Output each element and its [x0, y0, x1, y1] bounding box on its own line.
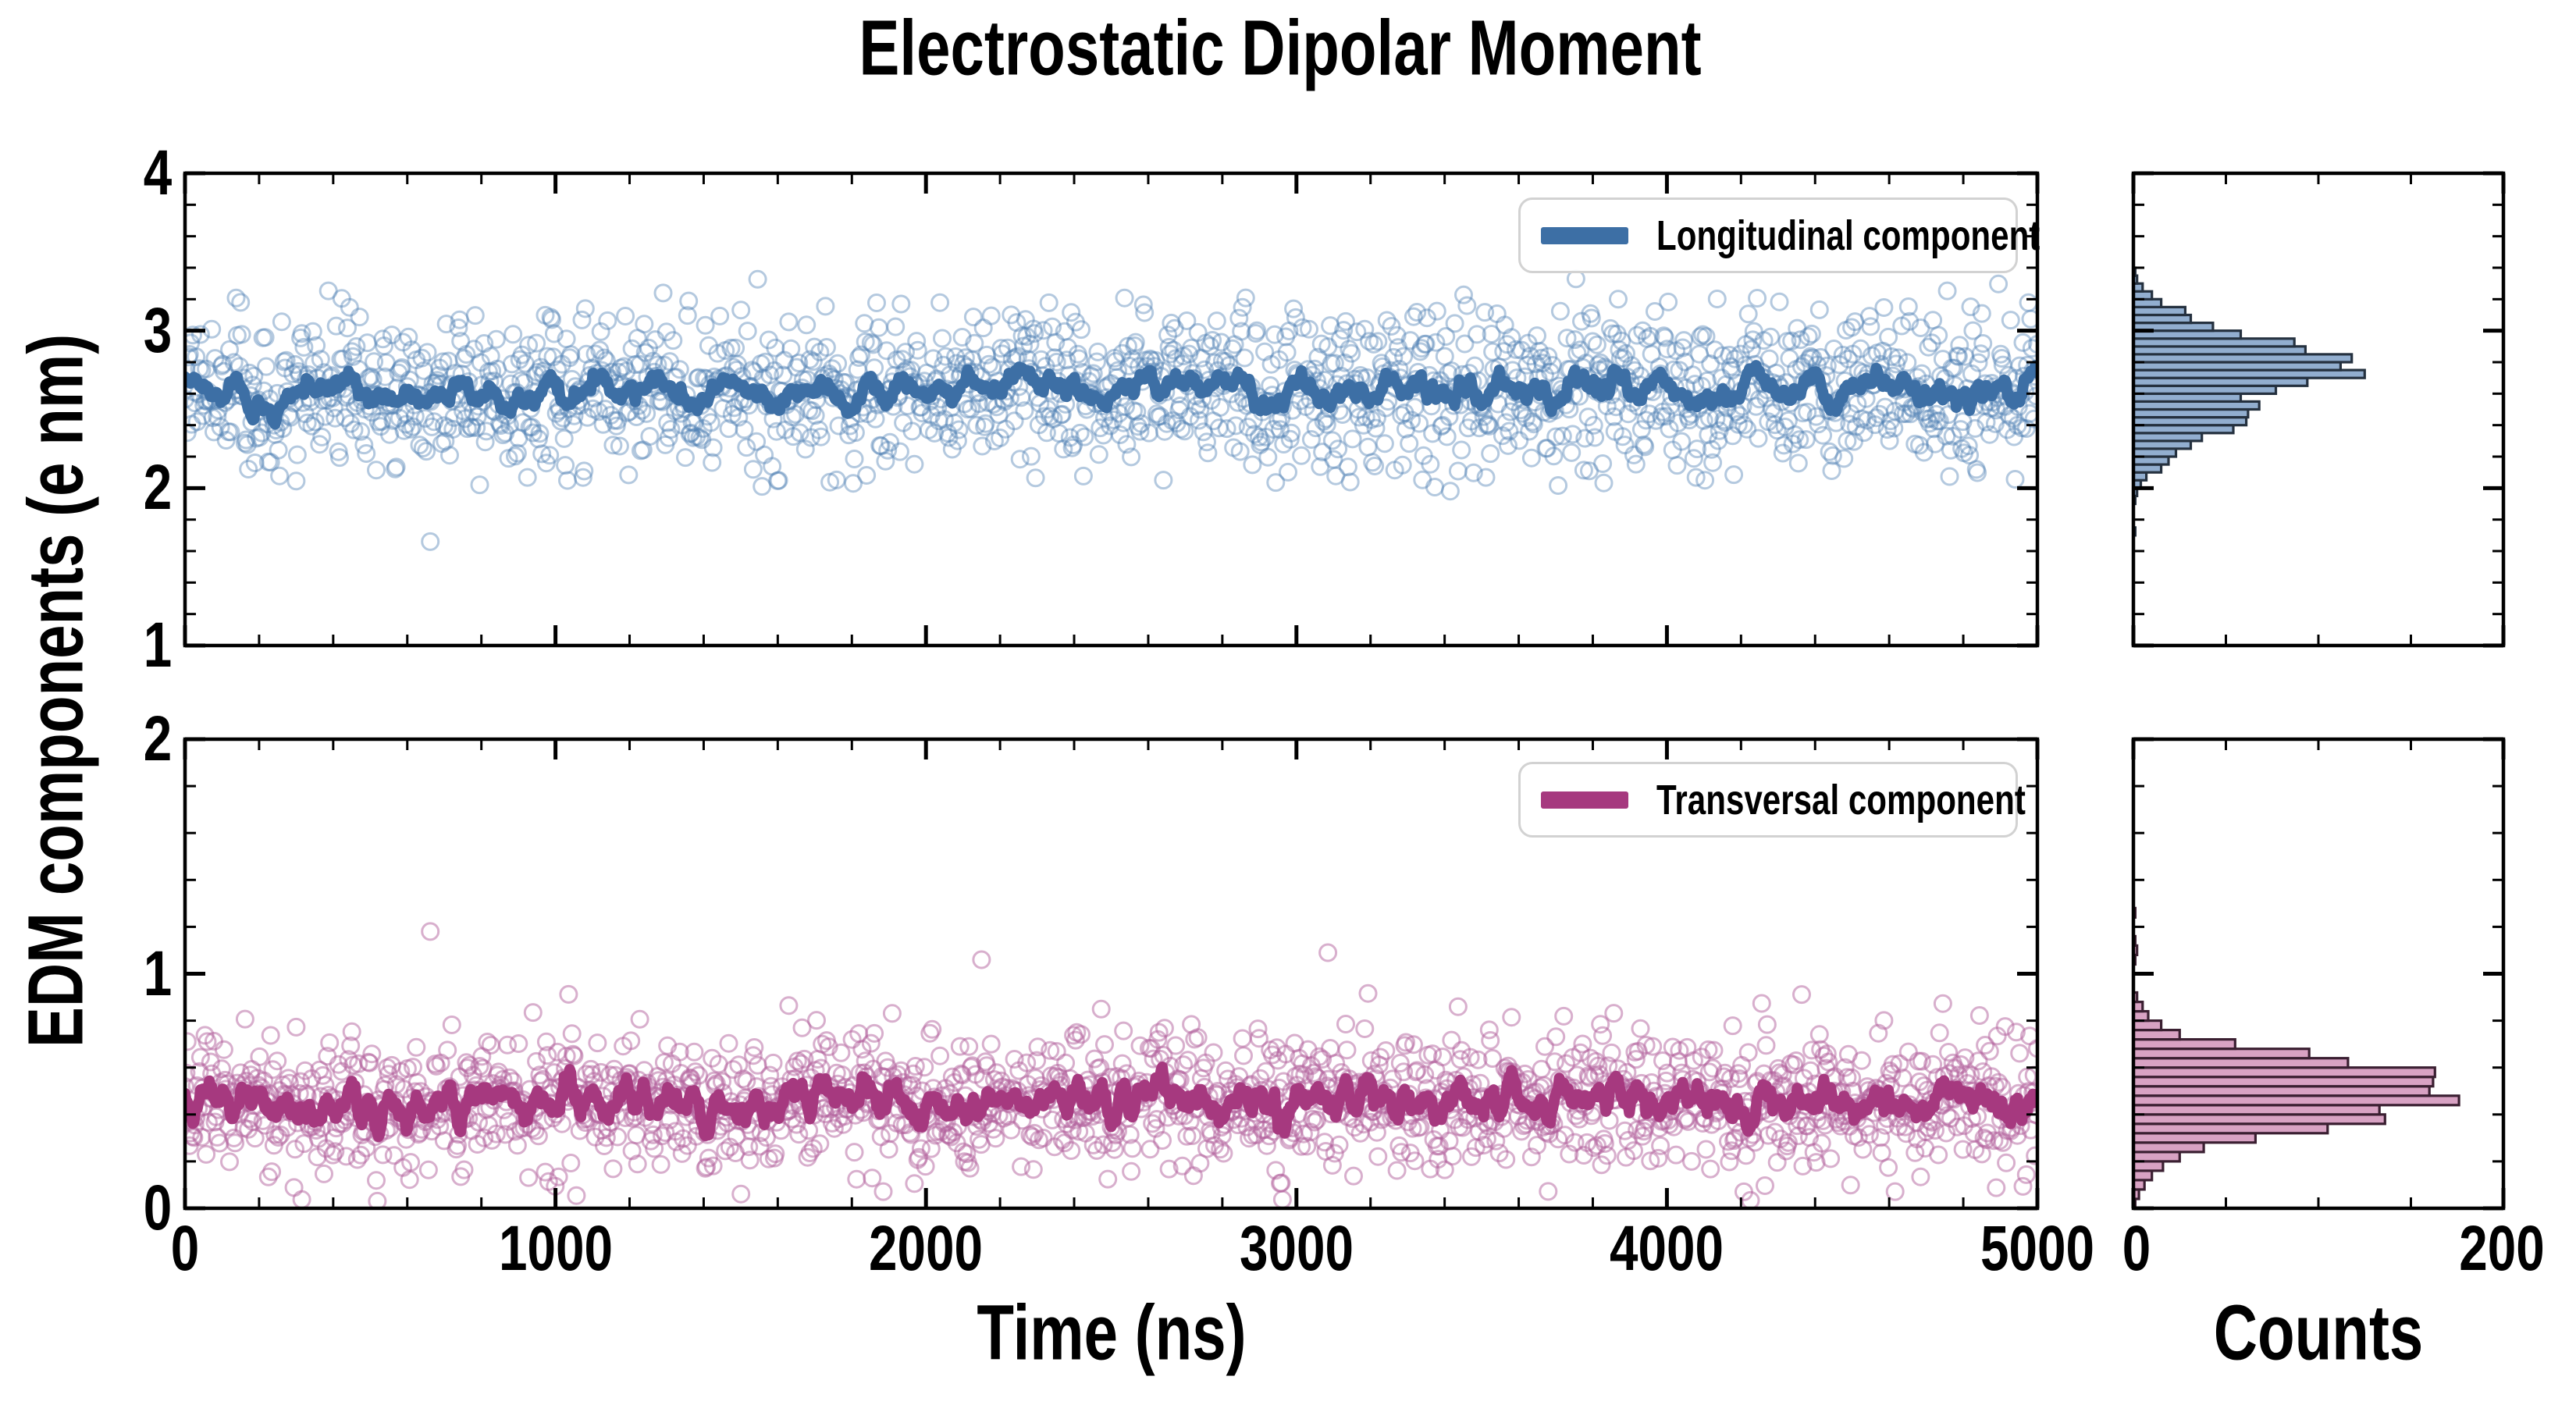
legend-swatch-longitudinal: [1541, 226, 1628, 244]
legend-label-transversal: Transversal component: [1656, 776, 2026, 823]
top-line: [185, 360, 2037, 430]
x-axis-label-counts: Counts: [2213, 1289, 2424, 1377]
legend-longitudinal: Longitudinal component: [1518, 197, 2040, 273]
x-axis-label-time: Time (ns): [977, 1289, 1247, 1377]
chart-title: Electrostatic Dipolar Moment: [859, 4, 1702, 92]
legend-label-longitudinal: Longitudinal component: [1656, 212, 2041, 259]
bottom-line: [185, 1062, 2037, 1143]
bottom-main-axes: [183, 737, 2040, 1211]
legend-swatch-transversal: [1541, 791, 1628, 809]
top-main-axes: [183, 171, 2040, 648]
bottom-histogram: [2133, 906, 2460, 1208]
bottom-hist-axes: [2131, 737, 2506, 1211]
top-hist-axes: [2131, 171, 2506, 648]
top-histogram: [2133, 266, 2366, 537]
legend-transversal: Transversal component: [1518, 762, 2026, 838]
